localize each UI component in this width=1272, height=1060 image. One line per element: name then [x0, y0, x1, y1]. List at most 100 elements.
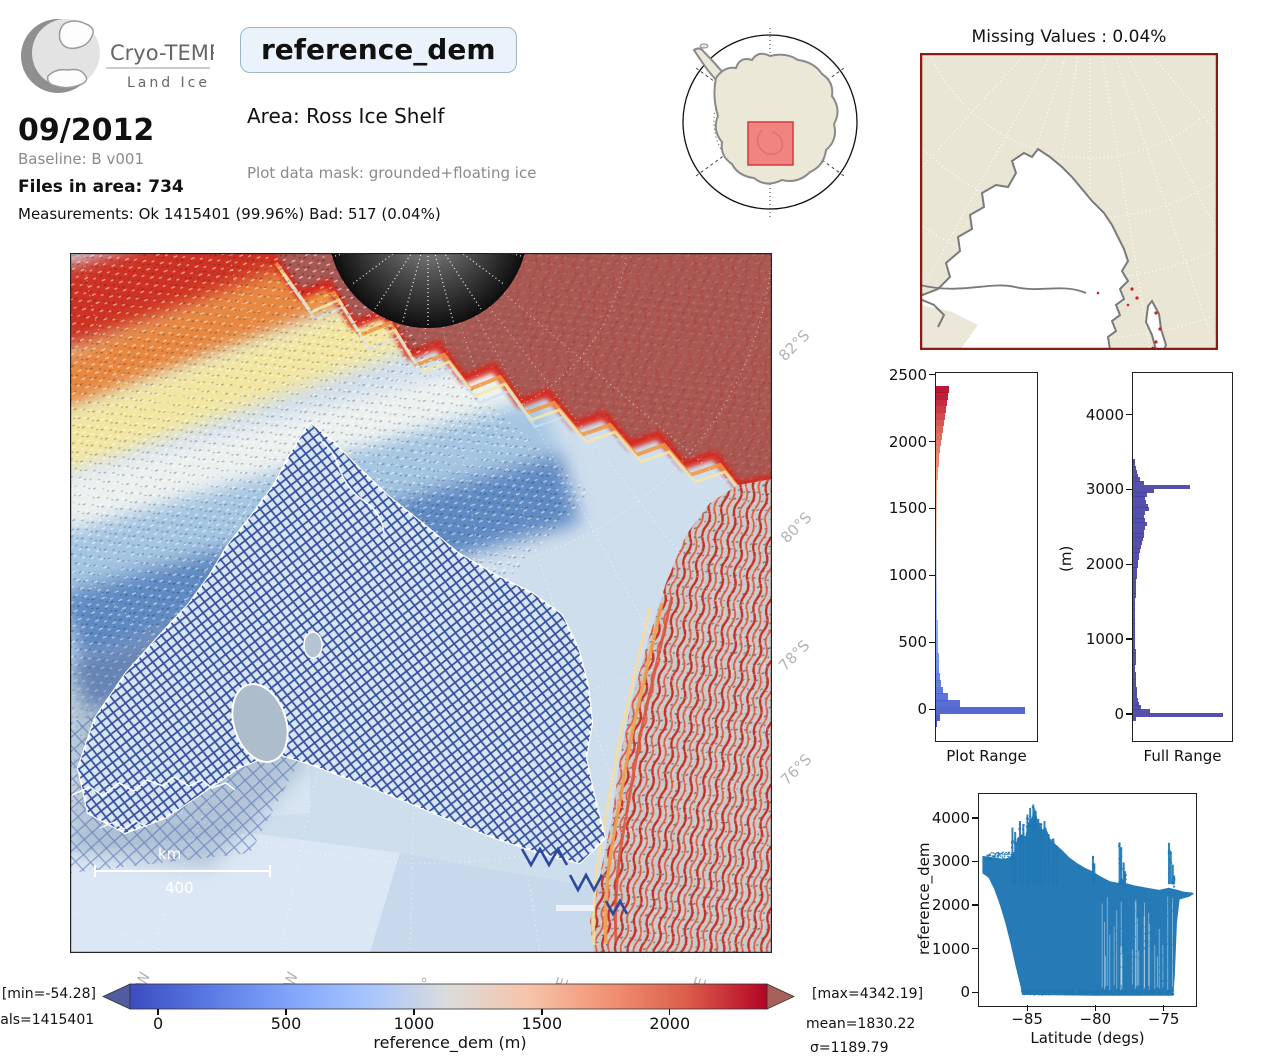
hist-bar	[936, 720, 938, 728]
scale-bar-unit: km	[158, 845, 181, 863]
hist-bar	[936, 646, 939, 654]
hist-bar	[1133, 488, 1154, 493]
hist-bar	[936, 566, 937, 574]
scatter-ytick-mark	[972, 817, 978, 819]
hist-bar	[1133, 511, 1146, 516]
hist-bar	[936, 673, 940, 681]
hist-bar	[1133, 462, 1136, 467]
hist-bar	[1133, 686, 1137, 691]
hist-bar	[1133, 514, 1145, 519]
hist-bar	[936, 419, 944, 427]
hist-bar	[1133, 552, 1140, 557]
hist-bar	[1133, 683, 1137, 688]
hist-ytick: 2000	[888, 432, 927, 451]
cryo-tempo-logo: Cryo-TEMPO Land Ice	[21, 19, 214, 93]
hist-bar	[1133, 466, 1136, 471]
hist-bar	[1133, 582, 1137, 587]
hist-ytick: 1000	[1085, 630, 1124, 649]
scatter-ytick: 2000	[931, 895, 970, 914]
hist-bar	[936, 459, 939, 467]
hist-ytick: 0	[1114, 704, 1124, 723]
colorbar-tick-mark	[285, 1009, 287, 1015]
plot-range-title: Plot Range	[946, 747, 1027, 765]
hist-bar	[936, 466, 939, 474]
main-dem-map: km 400	[70, 253, 772, 953]
hist-bar	[1133, 671, 1136, 677]
hist-bar	[1133, 660, 1136, 665]
hist-bar	[936, 539, 937, 547]
coastline	[920, 284, 1087, 294]
scatter-ytick: 1000	[931, 939, 970, 958]
lat-label-82s: 82°S	[775, 326, 814, 365]
hist-bar	[1133, 623, 1136, 628]
hist-ytick-mark	[929, 440, 935, 443]
scatter-xtick: −75	[1147, 1010, 1180, 1028]
full-range-title: Full Range	[1143, 747, 1222, 765]
lat-label-76s: 76°S	[777, 750, 816, 789]
hist-bar	[936, 606, 938, 614]
hist-bar	[936, 472, 938, 480]
logo-line1: Cryo-TEMPO	[110, 41, 214, 65]
variable-title: reference_dem	[240, 27, 517, 74]
hist-bar	[1133, 544, 1142, 549]
area-label: Area: Ross Ice Shelf	[247, 104, 445, 128]
antarctica-continent	[713, 52, 839, 185]
hist-bar	[936, 392, 949, 400]
vals-count-label: vals=1415401	[0, 1012, 95, 1028]
hist-ytick-mark	[1126, 414, 1132, 416]
hist-ytick: 0	[917, 700, 927, 719]
hist-bar	[936, 579, 937, 587]
scale-bar: km 400	[94, 845, 271, 897]
hist-bar	[1133, 705, 1141, 710]
hist-ytick: 3000	[1085, 480, 1124, 499]
min-value-label: [min=-54.28]	[1, 986, 96, 1002]
hist-bar	[1133, 608, 1136, 613]
hist-bar	[1133, 518, 1146, 523]
hist-bar	[1133, 697, 1138, 703]
scatter-ytick-mark	[972, 860, 978, 863]
hist-bar	[1133, 525, 1146, 531]
hist-ytick-mark	[929, 641, 935, 643]
hist-bar	[936, 492, 938, 500]
hist-bar	[936, 432, 942, 440]
colorbar-tick-mark	[413, 1009, 415, 1015]
scatter-ytick-mark	[972, 904, 978, 906]
hist-bar	[936, 425, 943, 434]
hist-bar	[936, 660, 940, 668]
hist-ytick: 2500	[888, 365, 927, 384]
hist-bar	[1133, 477, 1140, 482]
hist-bar	[936, 619, 938, 628]
scatter-ytick-mark	[972, 947, 978, 950]
hist-bar	[936, 385, 949, 393]
hist-bar	[1133, 709, 1151, 714]
hist-bar	[936, 399, 948, 407]
plot-data-mask-label: Plot data mask: grounded+floating ice	[247, 164, 537, 182]
max-value-label: [max=4342.19]	[812, 986, 924, 1002]
hist-bar	[1133, 585, 1136, 591]
hist-bar	[936, 479, 938, 487]
lat-label-80s: 80°S	[777, 508, 816, 547]
coast-peninsula	[1144, 299, 1168, 350]
scatter-xlabel: Latitude (degs)	[1030, 1029, 1145, 1047]
plot-range-histogram	[935, 372, 1038, 742]
hist-bar	[1133, 548, 1141, 553]
hist-ytick: 500	[898, 633, 927, 652]
hist-bar	[936, 405, 947, 413]
hist-bar	[936, 552, 937, 561]
scatter-xtick-mark	[1026, 1005, 1028, 1011]
hist-bar	[936, 613, 938, 621]
hist-bar	[1133, 593, 1136, 598]
hist-bar	[1133, 555, 1139, 561]
hist-bar	[1133, 653, 1136, 658]
hist-bar	[936, 693, 948, 701]
hist-ytick-mark	[929, 708, 935, 710]
hist-bar	[936, 526, 937, 534]
hist-bar	[1133, 540, 1143, 546]
colorbar-min-arrow	[102, 983, 131, 1010]
hist-bar	[1133, 473, 1138, 478]
hist-bar	[936, 680, 941, 688]
polar-gap	[331, 253, 525, 328]
hist-bar	[1133, 634, 1136, 639]
antarctic-peninsula	[692, 47, 726, 86]
mean-value-label: mean=1830.22	[806, 1016, 916, 1032]
